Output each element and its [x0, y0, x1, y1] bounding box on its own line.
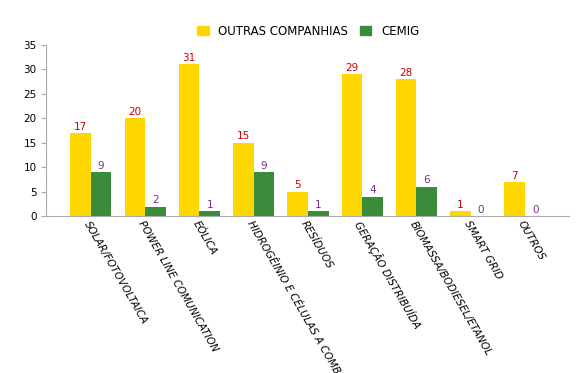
Bar	[362, 197, 383, 216]
Text: 31: 31	[182, 53, 196, 63]
Bar	[179, 65, 199, 216]
Text: 15: 15	[236, 131, 250, 141]
Bar	[124, 118, 145, 216]
Text: 5: 5	[295, 181, 301, 190]
Text: 0: 0	[478, 205, 485, 215]
Bar	[199, 211, 220, 216]
Text: 17: 17	[74, 122, 87, 132]
Text: 9: 9	[261, 161, 267, 171]
Text: 1: 1	[457, 200, 464, 210]
Text: 29: 29	[345, 63, 358, 73]
Bar	[396, 79, 417, 216]
Bar	[91, 172, 112, 216]
Text: 1: 1	[206, 200, 213, 210]
Text: 2: 2	[152, 195, 159, 205]
Text: 9: 9	[98, 161, 105, 171]
Text: 28: 28	[400, 68, 413, 78]
Bar	[417, 187, 437, 216]
Bar	[342, 74, 362, 216]
Text: 0: 0	[532, 205, 539, 215]
Text: 6: 6	[424, 175, 430, 185]
Bar	[308, 211, 328, 216]
Bar	[254, 172, 274, 216]
Bar	[450, 211, 471, 216]
Bar	[504, 182, 525, 216]
Legend: OUTRAS COMPANHIAS, CEMIG: OUTRAS COMPANHIAS, CEMIG	[192, 20, 424, 42]
Bar	[233, 143, 254, 216]
Text: 1: 1	[315, 200, 321, 210]
Bar	[288, 192, 308, 216]
Text: 20: 20	[128, 107, 141, 117]
Text: 4: 4	[369, 185, 376, 195]
Bar	[145, 207, 166, 216]
Bar	[70, 133, 91, 216]
Text: 7: 7	[511, 170, 518, 181]
